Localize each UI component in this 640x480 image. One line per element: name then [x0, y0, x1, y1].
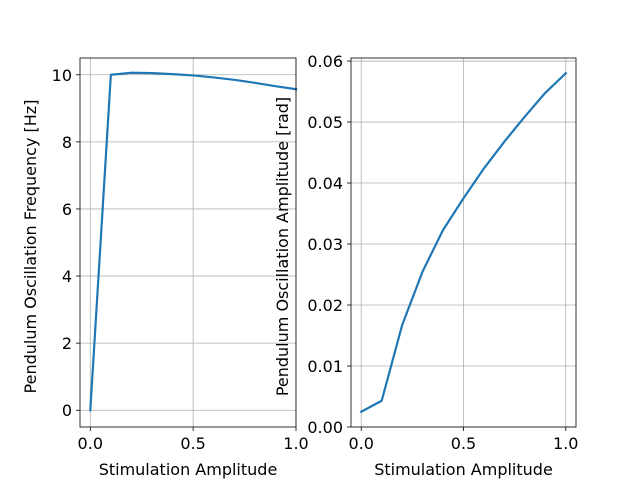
amplitude-x-axis-label: Stimulation Amplitude — [374, 460, 553, 479]
amplitude-ytick-label: 0.00 — [307, 418, 343, 437]
frequency-ytick-label: 4 — [62, 267, 72, 286]
frequency-xtick-label: 0.0 — [78, 434, 103, 453]
frequency-ytick-label: 6 — [62, 200, 72, 219]
frequency-xtick-label: 0.5 — [180, 434, 205, 453]
amplitude-y-axis-label: Pendulum Oscillation Amplitude [rad] — [273, 97, 292, 396]
frequency-ytick-label: 2 — [62, 334, 72, 353]
frequency-series-line — [89, 71, 298, 412]
amplitude-xtick-label: 0.5 — [451, 434, 476, 453]
amplitude-ytick-label: 0.02 — [307, 296, 343, 315]
amplitude-ytick-label: 0.05 — [307, 113, 343, 132]
frequency-ytick-label: 8 — [62, 133, 72, 152]
amplitude-ytick-label: 0.06 — [307, 52, 343, 71]
frequency-xtick-label: 1.0 — [283, 434, 308, 453]
frequency-axes-frame — [79, 57, 297, 428]
frequency-ytick-label: 10 — [52, 66, 72, 85]
subplots: 0.0 0.5 1.0 0 2 4 6 8 10 Stimulation Amplitude Pen… — [21, 52, 578, 479]
frequency-ytick-label: 0 — [62, 401, 72, 420]
frequency-x-axis-label: Stimulation Amplitude — [99, 460, 278, 479]
amplitude-xtick-label: 1.0 — [553, 434, 578, 453]
panel-amplitude: 0.0 0.5 1.00.000.010.020.030.040.050.06Sti… — [273, 52, 578, 479]
amplitude-ytick-label: 0.04 — [307, 174, 343, 193]
frequency-y-axis-label: Pendulum Oscillation Frequency [Hz] — [21, 100, 40, 394]
amplitude-series-line — [359, 71, 568, 414]
amplitude-xtick-label: 0.0 — [349, 434, 374, 453]
panel-frequency: 0.0 0.5 1.0 0 2 4 6 8 10 Stimulation Amplitude Pen… — [21, 57, 309, 479]
amplitude-ytick-label: 0.03 — [307, 235, 343, 254]
amplitude-ytick-label: 0.01 — [307, 357, 343, 376]
